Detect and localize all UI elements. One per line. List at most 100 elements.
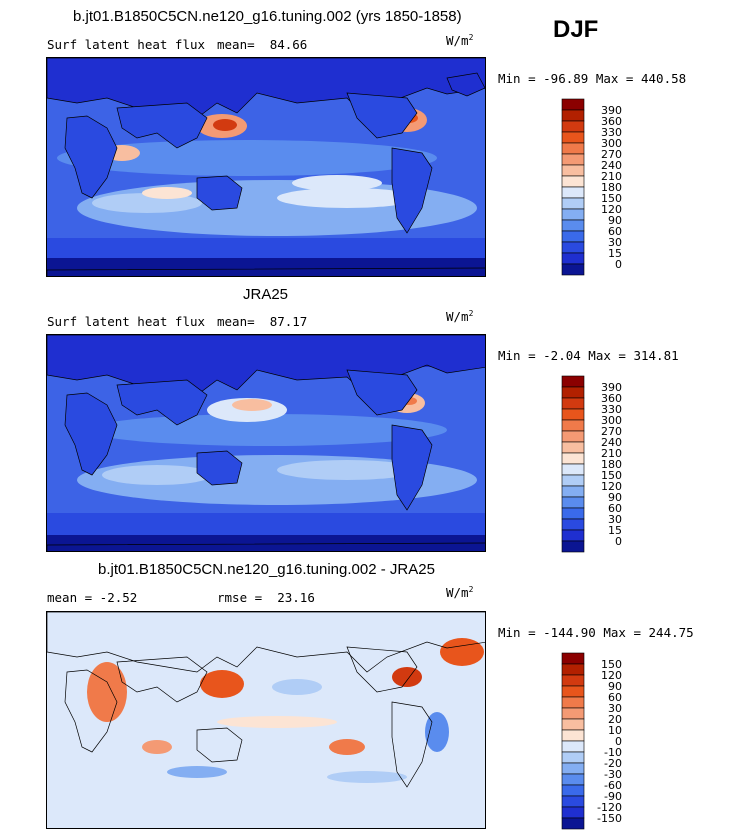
colorbar-tick-label: 20	[608, 713, 622, 726]
panel3-colorbar: 150 120 90 60 30 20 10 0 -10 -20 -30 -60 -90 -120 -150	[561, 652, 622, 830]
colorbar-tick-label: -30	[604, 768, 622, 781]
colorbar-tick-label: 0	[615, 735, 622, 748]
colorbar-tick-label: 60	[608, 502, 622, 515]
colorbar-tick-label: 150	[601, 192, 622, 205]
colorbar-tick-label: -120	[597, 801, 622, 814]
panel3-rmse-label: rmse = 23.16	[217, 590, 315, 605]
panel2-minmax: Min = -2.04 Max = 314.81	[498, 348, 679, 363]
colorbar-tick-label: 360	[601, 115, 622, 128]
colorbar-swatch	[561, 729, 585, 742]
colorbar-swatch	[561, 208, 585, 221]
panel1-variable-label: Surf latent heat flux	[47, 37, 206, 52]
colorbar-tick-label: 30	[608, 236, 622, 249]
colorbar-tick-label: 390	[601, 381, 622, 394]
colorbar-tick-label: -10	[604, 746, 622, 759]
panel2-mean-label: mean= 87.17	[217, 314, 307, 329]
colorbar-swatch	[561, 540, 585, 553]
colorbar-tick-label: 15	[608, 524, 622, 537]
colorbar-swatch	[561, 762, 585, 775]
colorbar-swatch	[561, 397, 585, 410]
colorbar-swatch	[561, 674, 585, 687]
colorbar-tick-label: 120	[601, 480, 622, 493]
colorbar-swatch	[561, 153, 585, 166]
panel3-mean-label: mean = -2.52	[47, 590, 138, 605]
panel2-title: JRA25	[243, 286, 289, 303]
colorbar-tick-label: 15	[608, 247, 622, 260]
colorbar-tick-label: -20	[604, 757, 622, 770]
colorbar-swatch	[561, 219, 585, 232]
colorbar-tick-label: 30	[608, 513, 622, 526]
colorbar-swatch	[561, 652, 585, 665]
colorbar-tick-label: 30	[608, 702, 622, 715]
panel1-mean-label: mean= 84.66	[217, 37, 307, 52]
colorbar-swatch	[561, 707, 585, 720]
colorbar-swatch	[561, 230, 585, 243]
colorbar-swatch	[561, 98, 585, 111]
colorbar-tick-label: 240	[601, 436, 622, 449]
colorbar-swatch	[561, 496, 585, 509]
colorbar-swatch	[561, 817, 585, 830]
panel2-variable-label: Surf latent heat flux	[47, 314, 206, 329]
colorbar-tick-label: 180	[601, 181, 622, 194]
colorbar-tick-label: 180	[601, 458, 622, 471]
colorbar-swatch	[561, 419, 585, 432]
panel3-rmse-value: 23.16	[277, 590, 315, 605]
colorbar-swatch	[561, 773, 585, 786]
colorbar-swatch	[561, 164, 585, 177]
colorbar-tick-label: 150	[601, 469, 622, 482]
colorbar-swatch	[561, 375, 585, 388]
panel3-title: b.jt01.B1850C5CN.ne120_g16.tuning.002 - …	[98, 561, 435, 578]
colorbar-tick-label: 270	[601, 148, 622, 161]
colorbar-swatch	[561, 529, 585, 542]
season-label: DJF	[553, 16, 599, 43]
colorbar-tick-label: 300	[601, 414, 622, 427]
panel2-mean-value: 87.17	[269, 314, 308, 329]
colorbar-swatch	[561, 430, 585, 443]
colorbar-swatch	[561, 241, 585, 254]
colorbar-swatch	[561, 142, 585, 155]
colorbar-tick-label: 90	[608, 680, 622, 693]
panel3-rmse-text: rmse =	[217, 590, 263, 605]
colorbar-swatch	[561, 663, 585, 676]
panel2-units: W/m2	[446, 309, 474, 325]
panel3-minmax: Min = -144.90 Max = 244.75	[498, 625, 694, 640]
colorbar-tick-label: 300	[601, 137, 622, 150]
colorbar-tick-label: -150	[597, 812, 622, 825]
colorbar-tick-label: 10	[608, 724, 622, 737]
colorbar-swatch	[561, 109, 585, 122]
colorbar-swatch	[561, 252, 585, 265]
colorbar-swatch	[561, 263, 585, 276]
colorbar-swatch	[561, 795, 585, 808]
colorbar-swatch	[561, 806, 585, 819]
panel3-map	[46, 611, 486, 829]
colorbar-tick-label: 120	[601, 203, 622, 216]
colorbar-swatch	[561, 507, 585, 520]
colorbar-tick-label: -90	[604, 790, 622, 803]
colorbar-swatch	[561, 784, 585, 797]
colorbar-swatch	[561, 186, 585, 199]
colorbar-swatch	[561, 751, 585, 764]
colorbar-swatch	[561, 452, 585, 465]
colorbar-tick-label: 150	[601, 658, 622, 671]
colorbar-tick-label: 90	[608, 214, 622, 227]
colorbar-tick-label: 330	[601, 403, 622, 416]
colorbar-swatch	[561, 408, 585, 421]
colorbar-tick-label: 120	[601, 669, 622, 682]
colorbar-tick-label: 390	[601, 104, 622, 117]
colorbar-swatch	[561, 696, 585, 709]
colorbar-swatch	[561, 175, 585, 188]
colorbar-swatch	[561, 518, 585, 531]
colorbar-tick-label: 90	[608, 491, 622, 504]
colorbar-swatch	[561, 120, 585, 133]
colorbar-tick-label: 270	[601, 425, 622, 438]
colorbar-swatch	[561, 386, 585, 399]
colorbar-swatch	[561, 474, 585, 487]
colorbar-swatch	[561, 131, 585, 144]
panel1-units: W/m2	[446, 33, 474, 49]
panel2-map	[46, 334, 486, 552]
colorbar-tick-label: 60	[608, 225, 622, 238]
panel1-mean-text: mean=	[217, 37, 255, 52]
colorbar-tick-label: 360	[601, 392, 622, 405]
colorbar-tick-label: 60	[608, 691, 622, 704]
colorbar-tick-label: 240	[601, 159, 622, 172]
